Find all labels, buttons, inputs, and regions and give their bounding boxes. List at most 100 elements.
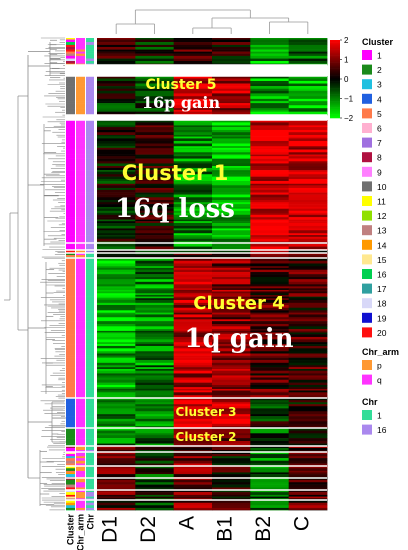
chr-arm-track-cell: [76, 296, 85, 299]
heat-cell: [212, 443, 251, 447]
heat-cell: [173, 390, 213, 393]
heat-cell: [250, 42, 290, 46]
heat-cell: [97, 332, 136, 335]
color-scale-segment: [330, 101, 340, 103]
heat-cell: [173, 357, 213, 361]
cluster-track-cell: [66, 324, 75, 327]
heat-cell: [173, 221, 213, 224]
heat-cell: [250, 208, 290, 212]
heat-cell: [97, 53, 136, 57]
cluster-track-cell: [66, 302, 75, 306]
heat-cell: [250, 451, 290, 455]
heat-cell: [250, 489, 290, 493]
heat-cell: [250, 293, 290, 296]
heat-cell: [212, 402, 251, 405]
heat-cell: [97, 244, 136, 247]
cluster-track-cell: [66, 105, 75, 109]
heat-cell: [173, 449, 213, 452]
heat-cell: [288, 299, 328, 304]
chr-arm-track-cell: [76, 288, 85, 291]
cluster-track-cell: [66, 93, 75, 97]
heat-cell: [173, 392, 213, 396]
color-scale-segment: [330, 102, 340, 104]
heat-cell: [97, 267, 136, 270]
chr-arm-track-cell: [76, 236, 85, 240]
heat-cell: [135, 127, 175, 131]
chr-arm-track-cell: [76, 122, 85, 126]
heat-cell: [250, 284, 290, 287]
chr-track-cell: [86, 487, 95, 490]
cluster-track-cell: [66, 263, 75, 267]
heat-cell: [173, 345, 213, 349]
cluster-track-cell: [66, 217, 75, 220]
heat-cell: [288, 291, 328, 294]
cluster-track-cell: [66, 174, 75, 177]
heat-cell: [135, 348, 175, 352]
heat-cell: [135, 418, 175, 422]
heat-cell: [97, 147, 136, 150]
heat-cell: [173, 302, 213, 306]
heat-cell: [250, 154, 290, 157]
chr-arm-track-cell: [76, 255, 85, 258]
chr-arm-track-cell: [76, 416, 85, 420]
heat-cell: [250, 138, 290, 142]
heat-cell: [173, 505, 213, 509]
chr-arm-legend-label: p: [377, 361, 382, 371]
heat-cell: [288, 465, 328, 469]
heat-cell: [97, 161, 136, 164]
cluster-track-cell: [66, 470, 75, 473]
heat-cell: [135, 291, 175, 294]
cluster-legend-swatch: [362, 137, 372, 148]
chr-arm-track-cell: [76, 46, 85, 50]
cluster-track-cell: [66, 365, 75, 368]
heat-cell: [135, 219, 175, 222]
heat-cell: [135, 178, 175, 182]
heat-cell: [97, 192, 136, 195]
chr-arm-track-cell: [76, 105, 85, 109]
color-scale-segment: [330, 79, 340, 81]
chr-track-cell: [86, 214, 95, 218]
cluster-track-cell: [66, 392, 75, 396]
chr-arm-track-cell: [76, 134, 85, 137]
heat-cell: [250, 390, 290, 393]
heat-cell: [97, 487, 136, 490]
heat-cell: [288, 210, 328, 214]
cluster-track-cell: [66, 298, 75, 301]
chr-arm-track-cell: [76, 143, 85, 147]
heat-cell: [288, 58, 328, 62]
chr-track-cell: [86, 479, 95, 483]
heat-cell: [97, 125, 136, 128]
heat-cell: [288, 456, 328, 459]
heat-cell: [173, 458, 213, 462]
heat-cell: [135, 171, 175, 175]
heat-cell: [288, 305, 328, 309]
color-scale-segment: [330, 40, 340, 42]
heat-cell: [250, 180, 290, 185]
chr-arm-track-cell: [76, 355, 85, 358]
heat-cell: [212, 286, 251, 289]
color-scale-segment: [330, 111, 340, 114]
cluster-legend-label: 13: [377, 226, 387, 236]
cluster-legend-label: 5: [377, 109, 382, 119]
heat-cell: [212, 470, 251, 473]
cluster-track-cell: [66, 479, 75, 483]
chr-track-cell: [86, 332, 95, 335]
chr-arm-track-cell: [76, 472, 85, 475]
cluster-track-cell: [66, 222, 75, 227]
heat-cell: [250, 443, 290, 447]
heat-cell: [97, 502, 136, 506]
chr-track-cell: [86, 219, 95, 222]
color-scale-segment: [330, 92, 340, 94]
chr-arm-track-cell: [76, 154, 85, 157]
chr-arm-legend-swatch: [362, 360, 372, 370]
heat-cell: [97, 42, 136, 46]
cluster-legend-swatch: [362, 239, 372, 250]
heat-cell: [250, 472, 290, 475]
heat-cell: [97, 136, 136, 139]
cluster-track-cell: [66, 326, 75, 330]
heat-cell: [212, 96, 251, 100]
heat-cell: [97, 357, 136, 361]
chr-track-cell: [86, 233, 95, 236]
chr-track-cell: [86, 166, 95, 169]
heat-cell: [250, 404, 290, 407]
